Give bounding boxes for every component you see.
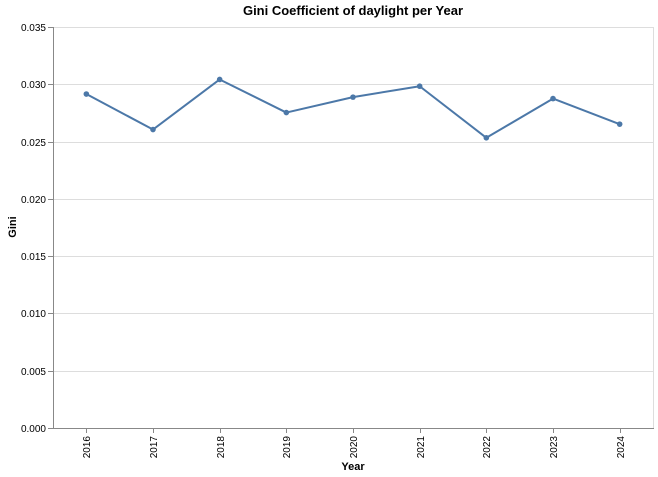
- data-point-2020[interactable]: [350, 94, 356, 100]
- x-tick-label: 2023: [549, 436, 560, 459]
- gridlines: [53, 27, 654, 429]
- axes: 0.000 0.005 0.010 0.015 0.020 0.025 0.030 0.035…: [21, 23, 654, 458]
- x-tick-label: 2017: [149, 436, 160, 459]
- y-tick-label: 0.020: [21, 195, 46, 206]
- series-layer: [83, 76, 623, 141]
- y-tick-label: 0.035: [21, 23, 46, 34]
- y-tick-label: 0.000: [21, 424, 46, 435]
- x-tick-label: 2020: [349, 436, 360, 459]
- chart-title: Gini Coefficient of daylight per Year: [243, 3, 463, 18]
- y-tick-label: 0.025: [21, 138, 46, 149]
- x-tick-label: 2016: [82, 436, 93, 459]
- data-point-2023[interactable]: [550, 95, 556, 102]
- y-tick-label: 0.030: [21, 80, 46, 91]
- y-tick-label: 0.005: [21, 367, 46, 378]
- y-axis-title: Gini: [7, 216, 19, 237]
- x-tick-label: 2024: [616, 436, 627, 459]
- x-tick-label: 2021: [416, 436, 427, 459]
- x-tick-label: 2022: [482, 436, 493, 459]
- data-point-2022[interactable]: [483, 134, 490, 141]
- series-line: [85, 78, 621, 139]
- data-point-2018[interactable]: [216, 76, 223, 83]
- x-axis-title: Year: [341, 461, 365, 473]
- y-tick-label: 0.010: [21, 309, 46, 320]
- y-tick-label: 0.015: [21, 252, 46, 263]
- x-tick-label: 2018: [216, 436, 227, 459]
- data-point-2019[interactable]: [283, 109, 290, 116]
- data-point-2024[interactable]: [616, 121, 623, 127]
- data-point-2017[interactable]: [150, 126, 156, 133]
- data-point-2016[interactable]: [83, 91, 90, 97]
- x-tick-label: 2019: [282, 436, 293, 459]
- data-point-2021[interactable]: [416, 83, 423, 90]
